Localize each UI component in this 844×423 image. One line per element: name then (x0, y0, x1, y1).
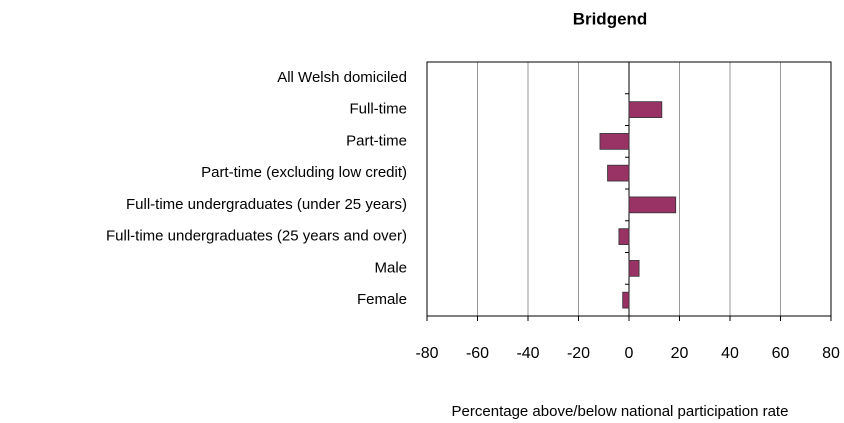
y-tick-label: All Welsh domiciled (277, 69, 407, 86)
bar (628, 196, 677, 214)
y-tick-label: Part-time (excluding low credit) (201, 164, 407, 181)
bar (618, 228, 630, 245)
chart-title: Bridgend (573, 9, 648, 28)
x-tick-label: -20 (567, 345, 590, 362)
bar (628, 260, 640, 277)
y-tick-label: Part-time (346, 132, 407, 149)
y-tick-label: Female (357, 291, 407, 308)
x-tick-label: -60 (466, 345, 489, 362)
y-tick-label: Full-time undergraduates (under 25 years… (126, 196, 407, 213)
bar (622, 291, 630, 309)
y-tick-label: Full-time (349, 101, 407, 118)
x-tick-label: 40 (721, 345, 739, 362)
x-tick-label: 60 (772, 345, 790, 362)
bar (599, 133, 630, 150)
y-tick-label: Male (374, 259, 407, 276)
x-tick-label: -40 (516, 345, 539, 362)
bar (628, 101, 663, 118)
x-tick-label: -80 (415, 345, 438, 362)
x-tick-label: 20 (671, 345, 689, 362)
bar (607, 164, 630, 182)
x-tick-label: 80 (822, 345, 840, 362)
x-tick-label: 0 (625, 345, 634, 362)
y-tick-label: Full-time undergraduates (25 years and o… (106, 228, 407, 245)
x-axis-label: Percentage above/below national particip… (452, 403, 789, 420)
